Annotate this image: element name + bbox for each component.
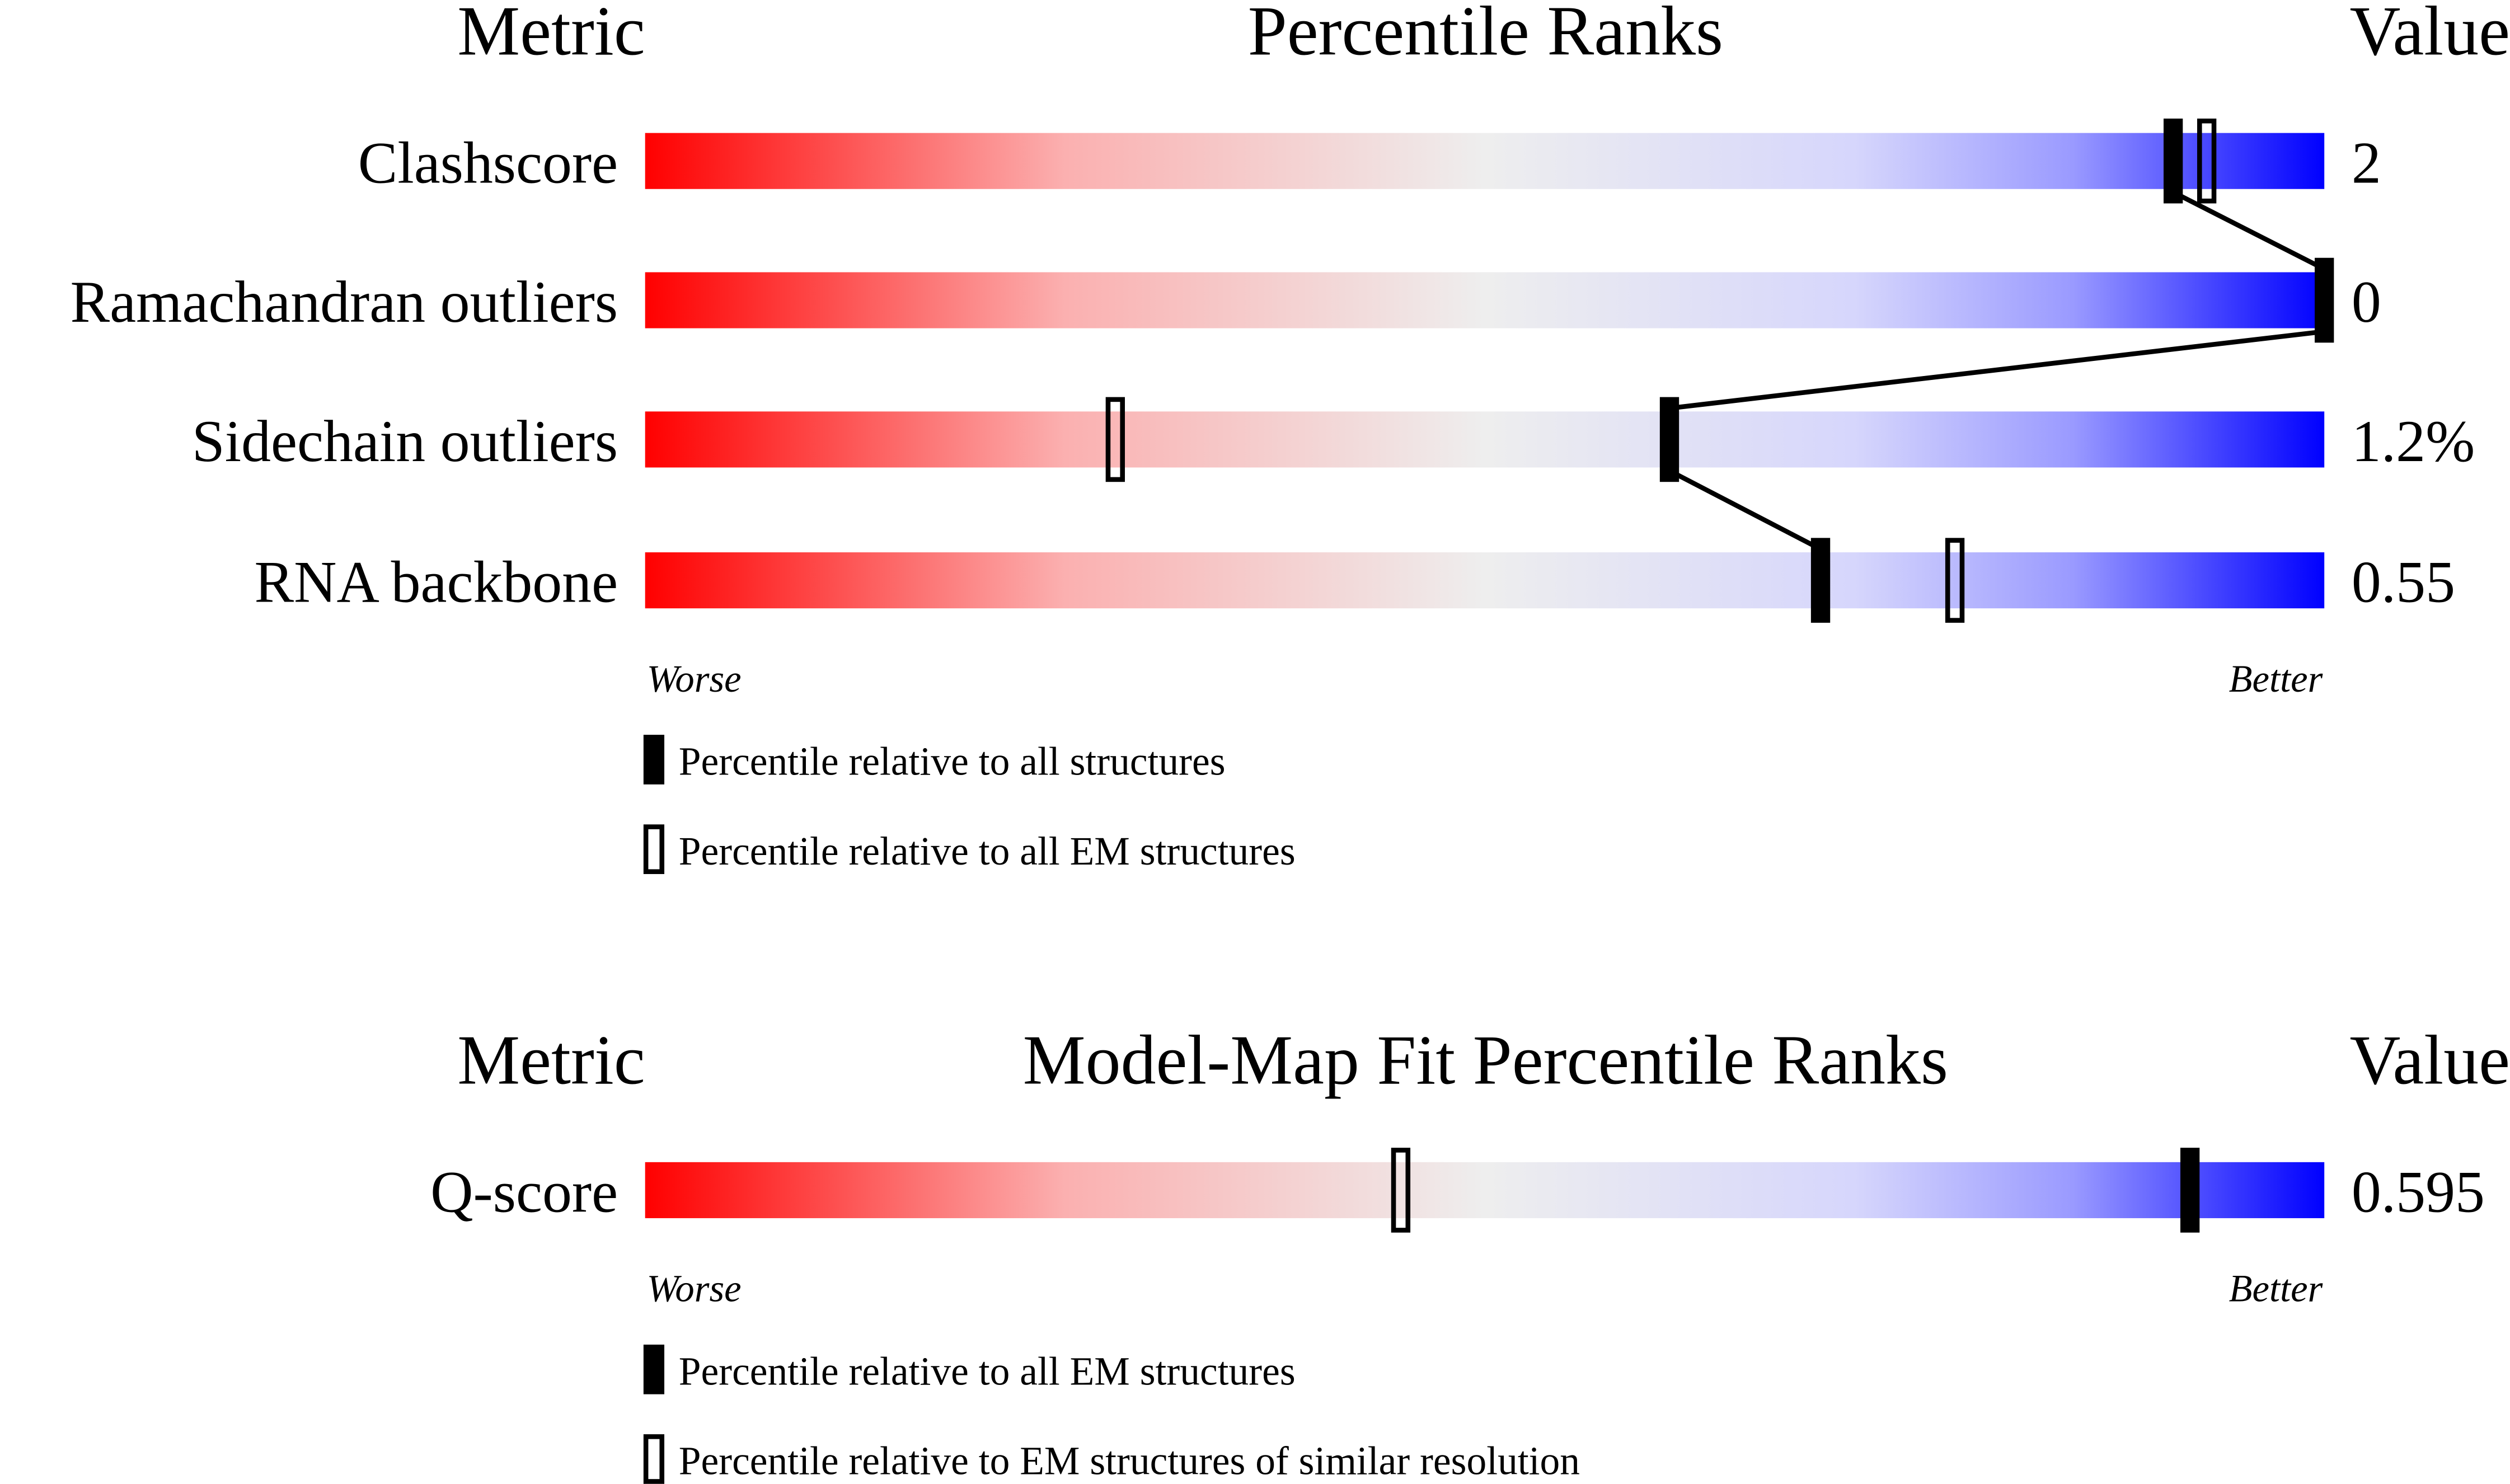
metric-header: Metric xyxy=(457,1022,645,1100)
connector-line xyxy=(1669,329,2325,411)
value-header: Value xyxy=(2349,0,2510,70)
percentile-bar xyxy=(645,552,2325,609)
metric-value: 2 xyxy=(2352,130,2381,195)
marker-filled xyxy=(2315,257,2334,343)
marker-open xyxy=(1105,397,1125,482)
legend-label: Percentile relative to all EM structures xyxy=(679,829,1296,874)
marker-open xyxy=(1391,1148,1411,1233)
better-label: Better xyxy=(2229,658,2323,700)
legend-label: Percentile relative to all structures xyxy=(679,740,1226,784)
legend-marker-open xyxy=(643,824,665,874)
connector-line xyxy=(1668,468,1822,552)
marker-open xyxy=(1945,538,1965,623)
metric-value: 0 xyxy=(2352,269,2381,335)
marker-filled xyxy=(1810,538,1831,623)
connector-line xyxy=(2172,190,2326,271)
marker-filled xyxy=(2163,118,2183,204)
percentile-bar xyxy=(645,133,2325,189)
marker-filled xyxy=(2180,1148,2200,1233)
legend-label: Percentile relative to EM structures of … xyxy=(679,1439,1580,1483)
legend-marker-filled xyxy=(643,735,665,785)
metric-label: Q-score xyxy=(430,1159,618,1225)
legend-item: Percentile relative to all EM structures xyxy=(643,1344,1296,1394)
legend-marker-filled xyxy=(643,1344,665,1394)
metric-label: Ramachandran outliers xyxy=(71,269,618,335)
metric-row: Q-score 0.595 xyxy=(430,1148,2485,1233)
metric-value: 0.55 xyxy=(2352,550,2455,615)
metric-value: 0.595 xyxy=(2352,1159,2485,1225)
metric-label: Clashscore xyxy=(358,130,618,195)
marker-open xyxy=(2197,118,2217,204)
chart-panel-2: Metric Model-Map Fit Percentile Ranks Valu… xyxy=(430,1022,2510,1484)
metric-row: Sidechain outliers 1.2% xyxy=(192,397,2475,482)
metric-header: Metric xyxy=(457,0,645,70)
legend-item: Percentile relative to all structures xyxy=(643,735,1226,785)
metric-row: Ramachandran outliers 0 xyxy=(71,257,2381,343)
worse-label: Worse xyxy=(647,658,742,700)
legend-marker-open xyxy=(643,1434,665,1484)
percentile-bar xyxy=(645,411,2325,468)
chart-title: Model-Map Fit Percentile Ranks xyxy=(1023,1022,1948,1100)
legend-item: Percentile relative to EM structures of … xyxy=(643,1434,1580,1484)
metric-row: Clashscore 2 xyxy=(358,118,2381,204)
chart-panel-1: Metric Percentile Ranks Value Clashscore 2 Ra… xyxy=(71,0,2510,874)
chart-title: Percentile Ranks xyxy=(1248,0,1723,70)
marker-filled xyxy=(1659,397,1679,482)
percentile-bar xyxy=(645,272,2325,328)
metric-row: RNA backbone 0.55 xyxy=(255,538,2455,623)
legend-label: Percentile relative to all EM structures xyxy=(679,1349,1296,1393)
better-label: Better xyxy=(2229,1267,2323,1310)
worse-label: Worse xyxy=(647,1267,742,1310)
percentile-bar xyxy=(645,1162,2325,1218)
value-header: Value xyxy=(2349,1022,2510,1100)
metric-label: Sidechain outliers xyxy=(192,408,618,474)
metric-value: 1.2% xyxy=(2352,408,2475,474)
legend-item: Percentile relative to all EM structures xyxy=(643,824,1296,874)
metric-label: RNA backbone xyxy=(255,550,618,615)
